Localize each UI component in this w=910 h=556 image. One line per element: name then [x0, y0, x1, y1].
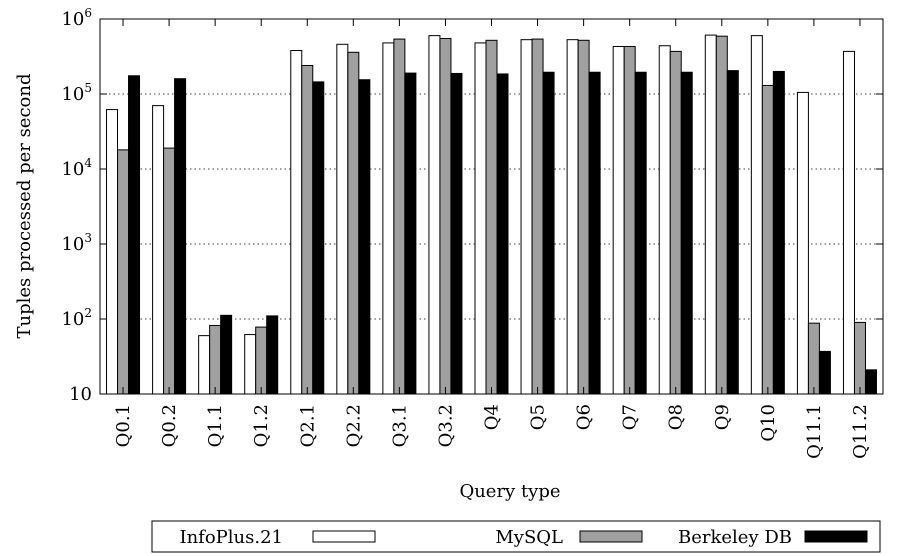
bar-mysql-q10 — [761, 84, 774, 395]
bar-infoplus-21-q5 — [520, 39, 533, 395]
y-tick-label: 103 — [61, 231, 92, 255]
y-axis-label: Tuples processed per second — [14, 74, 35, 339]
x-tick-label: Q1.1 — [205, 404, 226, 447]
y-tick-label: 104 — [61, 156, 92, 180]
x-tick-label: Q2.1 — [297, 404, 318, 447]
bar-infoplus-21-q3-1 — [382, 42, 395, 395]
legend-label: MySQL — [495, 527, 563, 548]
bar-mysql-q1-1 — [209, 324, 222, 395]
y-tick-label: 106 — [61, 6, 92, 30]
x-tick-label: Q10 — [758, 404, 779, 442]
legend-box — [151, 520, 881, 553]
x-axis-label: Query type — [459, 481, 560, 502]
bar-berkeley-db-q6 — [588, 71, 601, 395]
bar-infoplus-21-q1-1 — [198, 335, 211, 395]
bar-mysql-q0-2 — [163, 147, 176, 395]
bar-berkeley-db-q2-1 — [312, 81, 325, 395]
bar-infoplus-21-q7 — [612, 45, 625, 395]
x-tick-label: Q1.2 — [251, 404, 272, 447]
bar-berkeley-db-q3-1 — [404, 72, 417, 395]
bar-infoplus-21-q0-1 — [106, 109, 119, 395]
y-tick-label: 105 — [61, 81, 92, 105]
x-tick-label: Q0.1 — [113, 404, 134, 447]
bar-mysql-q9 — [715, 35, 728, 395]
x-tick-label: Q6 — [574, 404, 595, 430]
bar-mysql-q2-1 — [301, 64, 314, 395]
legend: InfoPlus.21 MySQL Berkeley DB — [151, 520, 881, 553]
legend-swatch — [312, 530, 376, 543]
bar-mysql-q11-2 — [853, 321, 866, 395]
bars — [106, 34, 877, 395]
bar-mysql-q4 — [485, 39, 498, 395]
bar-berkeley-db-q1-1 — [220, 314, 233, 395]
bar-berkeley-db-q0-2 — [174, 78, 187, 395]
y-axis: 10 102 103 104 105 106 — [61, 6, 883, 405]
bar-berkeley-db-q5 — [542, 71, 555, 395]
bar-berkeley-db-q10 — [772, 70, 785, 395]
x-tick-label: Q0.2 — [159, 404, 180, 447]
bar-mysql-q8 — [669, 50, 682, 395]
bar-berkeley-db-q3-2 — [450, 72, 463, 395]
bar-infoplus-21-q3-2 — [428, 35, 441, 395]
bar-infoplus-21-q8 — [658, 45, 671, 395]
bar-berkeley-db-q1-2 — [266, 315, 279, 395]
bar-berkeley-db-q9 — [726, 70, 739, 395]
x-tick-label: Q9 — [712, 404, 733, 430]
bar-infoplus-21-q1-2 — [244, 334, 257, 395]
x-axis: Q0.1 Q0.2 Q1.1 Q1.2 Q2.1 Q2.2 Q3.1 Q3.2 Q4 Q5 Q6 Q7… — [113, 19, 871, 459]
bar-mysql-q1-2 — [255, 326, 268, 395]
bar-berkeley-db-q4 — [496, 73, 509, 395]
bar-infoplus-21-q0-2 — [152, 105, 165, 395]
x-tick-label: Q11.2 — [850, 404, 871, 459]
bar-berkeley-db-q2-2 — [358, 79, 371, 395]
x-tick-label: Q5 — [528, 404, 549, 430]
bar-mysql-q5 — [531, 38, 544, 395]
bar-infoplus-21-q6 — [566, 39, 579, 395]
bar-infoplus-21-q4 — [474, 42, 487, 395]
x-tick-label: Q11.1 — [804, 404, 825, 459]
x-tick-label: Q3.1 — [389, 404, 410, 447]
bar-infoplus-21-q11-1 — [796, 91, 809, 395]
x-tick-label: Q2.2 — [343, 404, 364, 447]
bar-infoplus-21-q10 — [750, 35, 763, 395]
x-tick-label: Q7 — [620, 404, 641, 430]
y-tick-label: 102 — [61, 306, 92, 330]
bar-berkeley-db-q11-2 — [864, 369, 877, 395]
bar-mysql-q6 — [577, 39, 590, 395]
legend-swatch — [804, 530, 868, 543]
bar-mysql-q2-2 — [347, 51, 360, 395]
bar-infoplus-21-q11-2 — [842, 50, 855, 395]
bar-berkeley-db-q7 — [634, 71, 647, 395]
bar-mysql-q0-1 — [117, 149, 130, 395]
y-tick-label: 10 — [69, 384, 92, 405]
bar-mysql-q7 — [623, 45, 636, 395]
x-tick-label: Q8 — [666, 404, 687, 430]
x-tick-label: Q4 — [482, 404, 503, 430]
bar-berkeley-db-q8 — [680, 71, 693, 395]
bar-mysql-q3-2 — [439, 37, 452, 395]
legend-label: InfoPlus.21 — [179, 527, 283, 548]
x-tick-label: Q3.2 — [435, 404, 456, 447]
bar-berkeley-db-q11-1 — [818, 350, 831, 395]
legend-swatch — [579, 530, 643, 543]
legend-label: Berkeley DB — [678, 527, 792, 548]
bar-mysql-q11-1 — [807, 322, 820, 395]
bar-infoplus-21-q2-2 — [336, 43, 349, 395]
bar-mysql-q3-1 — [393, 38, 406, 395]
bar-infoplus-21-q2-1 — [290, 50, 303, 395]
bar-infoplus-21-q9 — [704, 34, 717, 395]
bar-berkeley-db-q0-1 — [128, 75, 141, 395]
